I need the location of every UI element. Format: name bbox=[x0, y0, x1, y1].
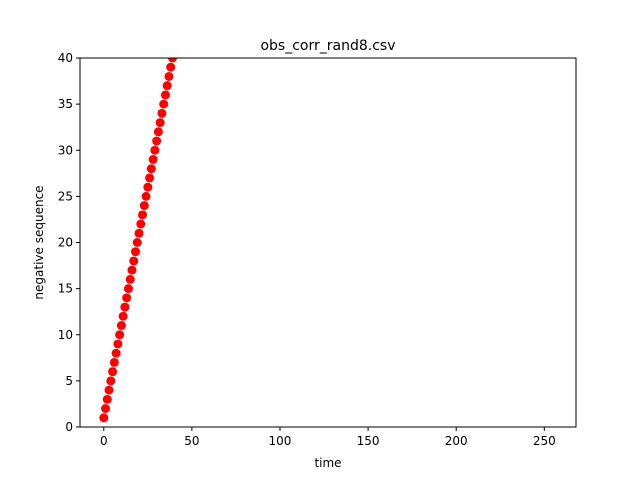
data-point bbox=[134, 228, 144, 238]
x-tick-label: 250 bbox=[533, 434, 556, 448]
x-axis-label: time bbox=[314, 456, 341, 470]
x-axis-ticks: 0 50 100 150 200 250 bbox=[100, 427, 556, 448]
y-tick-label: 10 bbox=[58, 328, 73, 342]
data-point bbox=[127, 265, 137, 275]
data-point bbox=[116, 321, 126, 331]
data-point bbox=[120, 302, 130, 312]
data-point bbox=[160, 90, 170, 100]
y-axis-label: negative sequence bbox=[32, 185, 46, 299]
data-point bbox=[148, 154, 158, 164]
x-tick-label: 100 bbox=[269, 434, 292, 448]
data-point bbox=[150, 145, 160, 155]
data-point bbox=[125, 274, 135, 284]
data-point bbox=[132, 238, 142, 247]
data-point bbox=[129, 256, 139, 266]
data-point bbox=[143, 182, 153, 192]
data-point bbox=[141, 191, 151, 201]
y-tick-label: 0 bbox=[65, 420, 73, 434]
data-point bbox=[115, 330, 125, 340]
data-point bbox=[139, 201, 149, 211]
y-axis-ticks: 0 5 10 15 20 25 30 35 40 bbox=[58, 51, 80, 434]
data-point bbox=[111, 348, 121, 358]
data-point bbox=[153, 127, 163, 137]
y-tick-label: 20 bbox=[58, 236, 73, 250]
data-point bbox=[170, 44, 179, 53]
y-tick-label: 25 bbox=[58, 189, 73, 203]
data-point bbox=[159, 99, 169, 109]
y-tick-label: 40 bbox=[58, 51, 73, 65]
data-point bbox=[136, 219, 146, 229]
x-tick-label: 50 bbox=[184, 434, 199, 448]
data-point bbox=[118, 311, 128, 321]
data-point bbox=[164, 71, 174, 81]
data-point bbox=[145, 173, 155, 183]
data-point bbox=[102, 394, 112, 404]
data-point bbox=[155, 118, 165, 128]
y-tick-label: 15 bbox=[58, 282, 73, 296]
data-point bbox=[113, 339, 123, 349]
data-point bbox=[122, 293, 132, 303]
data-point bbox=[162, 81, 172, 91]
data-point bbox=[157, 108, 167, 118]
data-point bbox=[109, 357, 119, 367]
data-point bbox=[152, 136, 162, 146]
x-tick-label: 150 bbox=[357, 434, 380, 448]
data-point bbox=[104, 385, 114, 395]
chart-title: obs_corr_rand8.csv bbox=[260, 38, 395, 54]
data-point bbox=[123, 284, 133, 294]
y-tick-label: 5 bbox=[65, 374, 73, 388]
data-point bbox=[101, 404, 111, 414]
data-point bbox=[138, 210, 148, 220]
data-point bbox=[131, 247, 141, 257]
data-point bbox=[106, 376, 116, 386]
x-tick-label: 0 bbox=[100, 434, 108, 448]
x-tick-label: 200 bbox=[445, 434, 468, 448]
plot-area bbox=[80, 58, 576, 427]
data-point bbox=[168, 58, 178, 63]
data-point bbox=[99, 413, 109, 423]
data-point bbox=[146, 164, 156, 174]
data-points bbox=[99, 44, 179, 423]
data-point bbox=[166, 62, 176, 72]
y-tick-label: 30 bbox=[58, 143, 73, 157]
data-point bbox=[108, 367, 118, 377]
y-tick-label: 35 bbox=[58, 97, 73, 111]
